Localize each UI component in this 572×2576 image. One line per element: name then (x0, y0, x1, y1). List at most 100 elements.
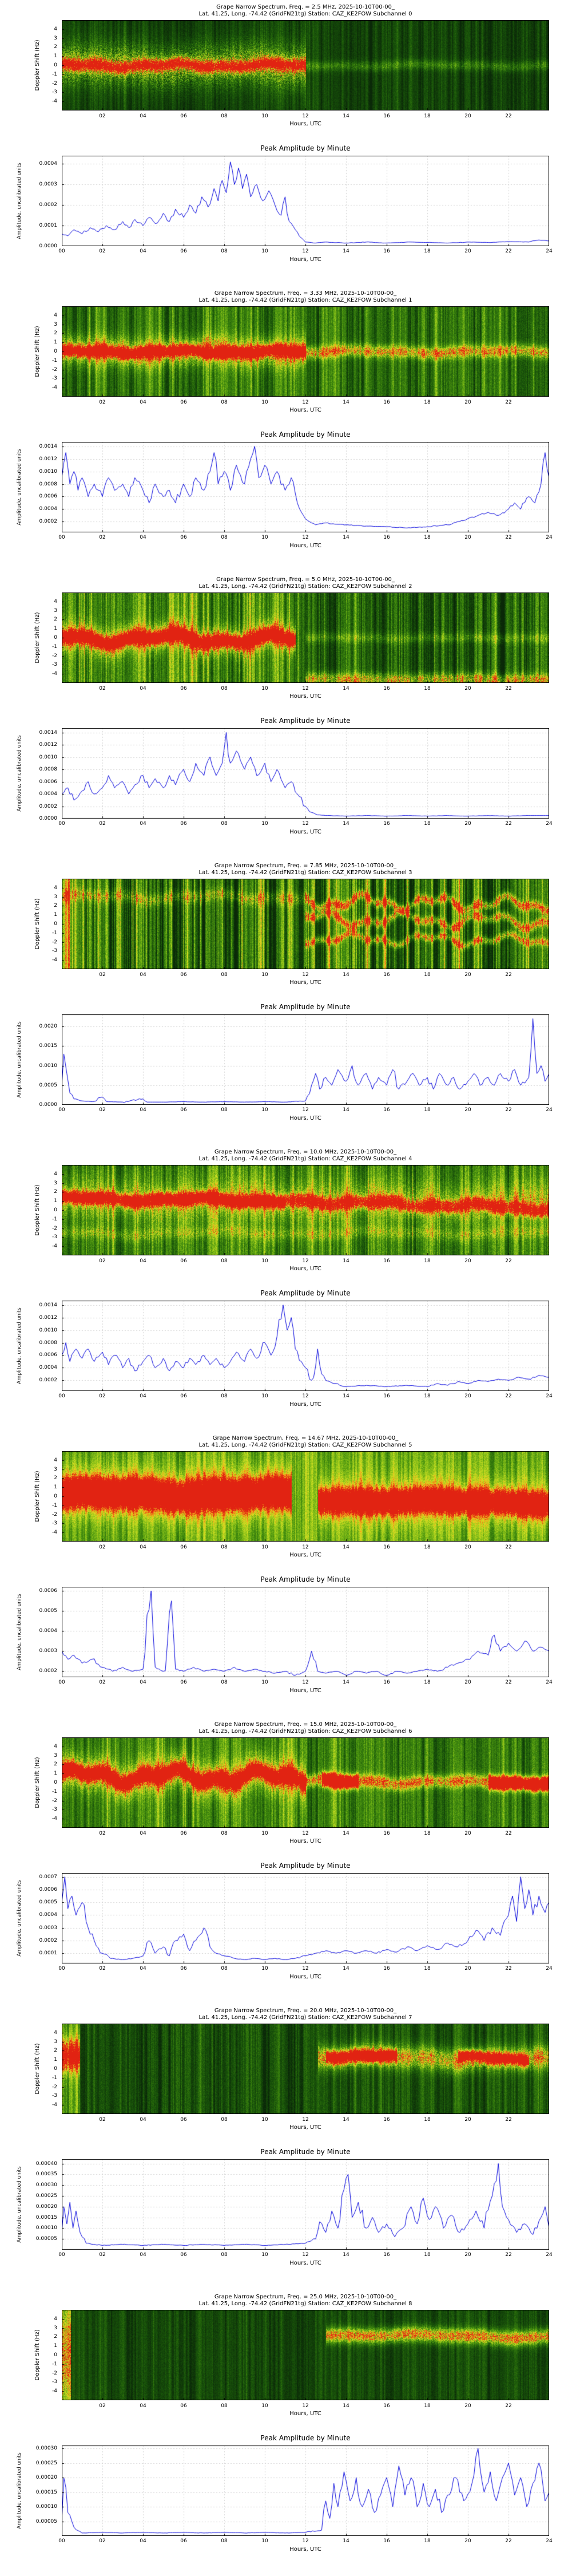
x-tick-label: 08 (221, 2403, 228, 2409)
x-tick-label: 16 (383, 2403, 390, 2409)
hours-tick-labels: 00 02 04 06 08 10 12 14 16 18 20 22 24 (58, 1965, 552, 1972)
x-tick-label: 18 (424, 2252, 431, 2258)
spectrogram-heatmap (62, 879, 549, 969)
x-tick-label: 02 (99, 1680, 106, 1685)
y-tick-label: 0.0005 (39, 1608, 58, 1614)
x-tick-label: 18 (424, 400, 431, 405)
amplitude-title: Peak Amplitude by Minute (260, 144, 351, 152)
y-tick-label: 0.0002 (39, 1937, 58, 1943)
y-tick-label: 0.0007 (39, 1874, 58, 1880)
x-tick-label: 06 (180, 821, 187, 827)
y-tick-label: -3 (52, 2379, 57, 2385)
y-tick-label: 2 (54, 1475, 57, 1481)
y-tick-label: 1 (54, 1771, 57, 1777)
y-tick-label: 0.0002 (39, 803, 58, 809)
spectrogram-heatmap (62, 1451, 549, 1542)
x-tick-label: 12 (302, 2403, 309, 2409)
hours-tick-labels: 00 02 04 06 08 10 12 14 16 18 20 22 24 (58, 1679, 552, 1686)
y-tick-label: 0.00005 (35, 2518, 57, 2524)
y-tick-label: -2 (52, 80, 57, 86)
x-tick-label: 04 (140, 2117, 146, 2123)
x-tick-label: 14 (343, 1966, 349, 1971)
x-tick-label: 02 (99, 2252, 106, 2258)
x-tick-label: 18 (424, 1966, 431, 1971)
y-tick-label: 4 (54, 1743, 57, 1749)
y-tick-label: 0.0002 (39, 519, 58, 525)
x-tick-label: 10 (261, 2403, 268, 2409)
y-tick-label: 1 (54, 339, 57, 346)
y-tick-label: -4 (52, 957, 57, 963)
x-tick-label: 06 (180, 2403, 187, 2409)
spectrogram-title-line2: Lat. 41.25, Long. -74.42 (GridFN21tg) St… (198, 1156, 412, 1162)
x-tick-label: 08 (221, 1831, 228, 1836)
spectrogram-figure: Grape Narrow Spectrum, Freq. = 25.0 MHz,… (0, 2291, 572, 2430)
amplitude-plot-area (62, 1587, 549, 1677)
x-tick-label: 10 (261, 248, 268, 254)
spectrogram-heatmap (62, 1737, 549, 1828)
doppler-tick-labels: 4 3 2 1 0 -1 -2 -3 -4 (0, 1737, 59, 1828)
x-tick-label: 14 (343, 1393, 349, 1399)
y-tick-label: -3 (52, 2093, 57, 2099)
spectrogram-plot-area (62, 1451, 549, 1542)
y-tick-label: 0.00020 (35, 2203, 57, 2210)
x-tick-label: 14 (343, 821, 349, 827)
y-tick-label: -2 (52, 2370, 57, 2376)
spectrogram-title-line2: Lat. 41.25, Long. -74.42 (GridFN21tg) St… (198, 870, 412, 876)
y-tick-label: -4 (52, 385, 57, 391)
y-tick-label: -1 (52, 1216, 57, 1222)
x-tick-label: 10 (261, 535, 268, 540)
x-tick-label: 22 (505, 535, 512, 540)
y-tick-label: 1 (54, 1484, 57, 1491)
spectrogram-title-line1: Grape Narrow Spectrum, Freq. = 20.0 MHz,… (214, 2008, 397, 2014)
y-tick-label: 0.0003 (39, 181, 58, 188)
hours-axis-label: Hours, UTC (289, 2411, 321, 2417)
y-tick-label: 3 (54, 35, 57, 41)
x-tick-label: 08 (221, 2117, 228, 2123)
spectrogram-plot-wrap: Doppler Shift (Hz) 4 3 2 1 0 -1 -2 -3 -4 (0, 1165, 572, 1255)
x-tick-label: 16 (383, 686, 390, 692)
x-tick-label: 12 (302, 1680, 309, 1685)
x-tick-label: 00 (58, 535, 65, 540)
amplitude-figure: Peak Amplitude by Minute Amplitude, unca… (0, 999, 572, 1146)
x-tick-label: 06 (180, 972, 187, 978)
x-tick-label: 08 (221, 1966, 228, 1971)
x-tick-label: 08 (221, 2538, 228, 2544)
spectrogram-plot-area (62, 2310, 549, 2400)
y-tick-label: 3 (54, 1466, 57, 1472)
x-tick-label: 02 (99, 1966, 106, 1971)
x-tick-label: 22 (505, 2538, 512, 2544)
hours-axis-label: Hours, UTC (289, 1552, 321, 1558)
hours-axis-label: Hours, UTC (289, 1688, 321, 1694)
x-tick-label: 12 (302, 248, 309, 254)
x-tick-label: 02 (99, 1393, 106, 1399)
x-tick-label: 18 (424, 535, 431, 540)
y-tick-label: -2 (52, 366, 57, 373)
x-tick-label: 02 (99, 1107, 106, 1113)
subchannel-block: Grape Narrow Spectrum, Freq. = 25.0 MHz,… (0, 2291, 572, 2576)
y-tick-label: 1 (54, 1198, 57, 1204)
x-tick-label: 02 (99, 113, 106, 119)
hours-tick-labels: 02 04 06 08 10 12 14 16 18 20 22 (62, 685, 549, 692)
x-tick-label: 18 (424, 1107, 431, 1113)
x-tick-label: 20 (464, 400, 471, 405)
y-tick-label: 0.0010 (39, 754, 58, 760)
x-tick-label: 24 (546, 1107, 553, 1113)
x-tick-label: 06 (180, 1831, 187, 1836)
spectrogram-title-line2: Lat. 41.25, Long. -74.42 (GridFN21tg) St… (198, 583, 412, 590)
x-tick-label: 02 (99, 1831, 106, 1836)
x-tick-label: 24 (546, 535, 553, 540)
amplitude-tick-labels: 0.0007 0.0006 0.0005 0.0004 0.0003 0.0002 0.00… (0, 1873, 59, 1963)
amplitude-tick-labels: 0.0014 0.0012 0.0010 0.0008 0.0006 0.0004 0.00… (0, 728, 59, 821)
x-tick-label: 04 (140, 2252, 146, 2258)
spectrogram-plot-area (62, 592, 549, 683)
x-tick-label: 00 (58, 2252, 65, 2258)
spectrogram-figure: Grape Narrow Spectrum, Freq. = 15.0 MHz,… (0, 1718, 572, 1858)
x-tick-label: 22 (505, 2403, 512, 2409)
amplitude-title: Peak Amplitude by Minute (260, 717, 351, 725)
x-tick-label: 20 (464, 1680, 471, 1685)
y-tick-label: 0.0014 (39, 1302, 58, 1308)
y-tick-label: 3 (54, 1752, 57, 1759)
amplitude-plot-area (62, 2445, 549, 2536)
x-tick-label: 16 (383, 1831, 390, 1836)
amplitude-figure: Peak Amplitude by Minute Amplitude, unca… (0, 140, 572, 287)
